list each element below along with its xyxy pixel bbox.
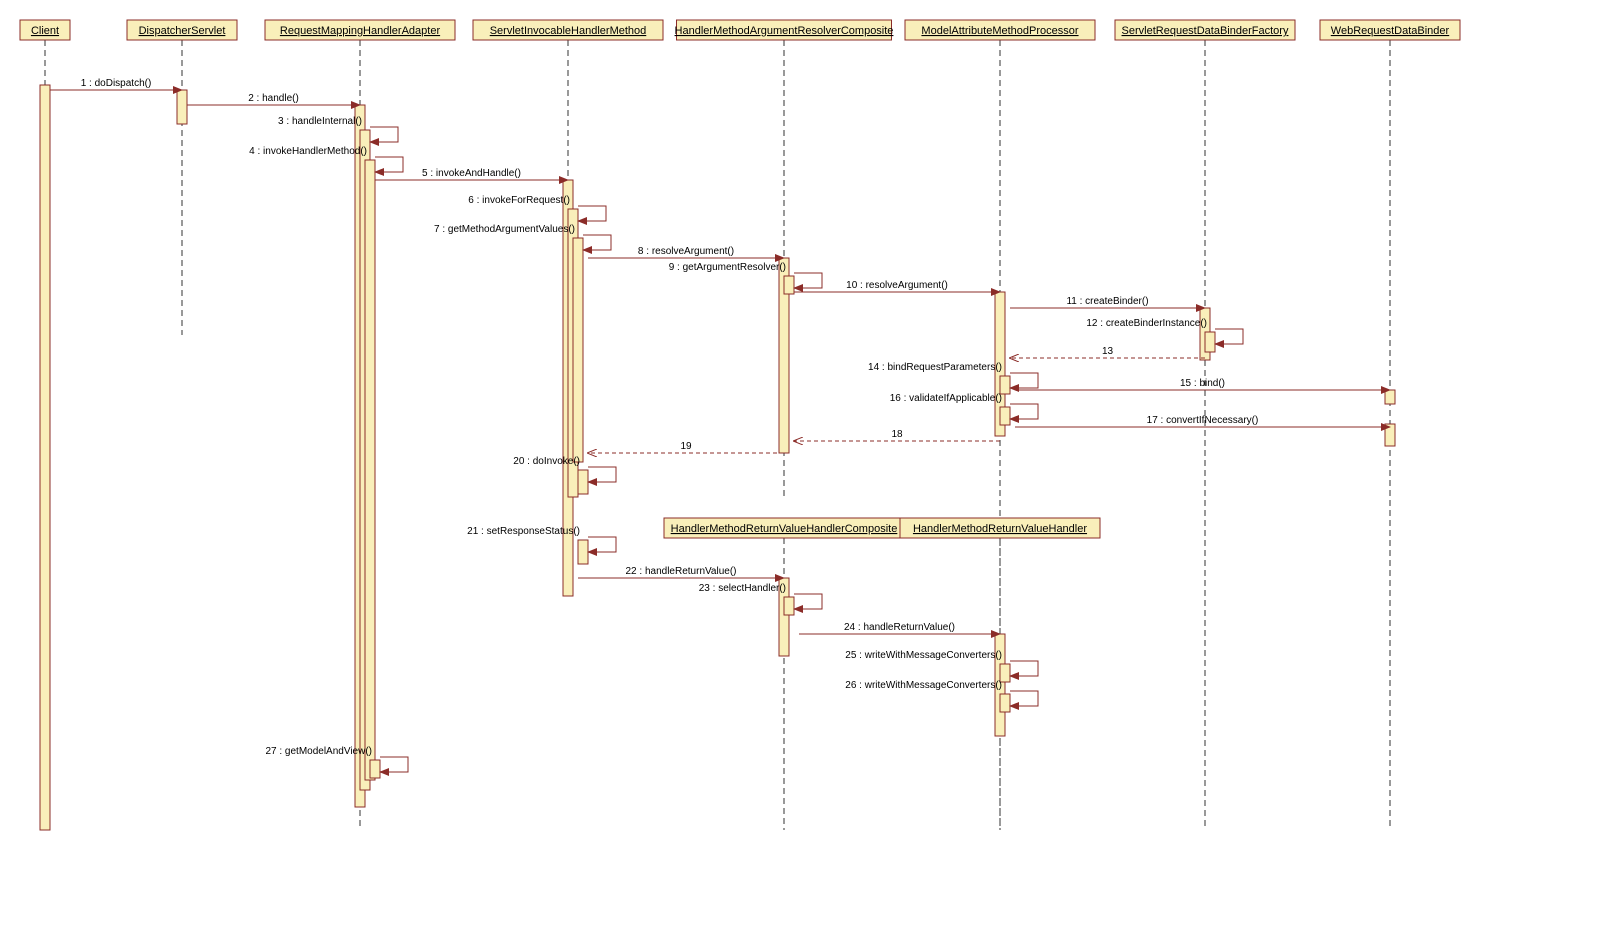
message-label: 9 : getArgumentResolver() [669, 262, 786, 273]
activation-bar [578, 470, 588, 494]
activation-bar [1205, 332, 1215, 352]
message-19: 19 [588, 441, 784, 453]
message-21: 21 : setResponseStatus() [467, 526, 616, 552]
activation-bar [573, 238, 583, 462]
message-label: 17 : convertIfNecessary() [1147, 415, 1259, 426]
message-label: 16 : validateIfApplicable() [890, 393, 1002, 404]
message-label: 23 : selectHandler() [699, 583, 786, 594]
message-9: 9 : getArgumentResolver() [669, 262, 822, 288]
message-11: 11 : createBinder() [1010, 296, 1205, 308]
message-label: 14 : bindRequestParameters() [868, 362, 1002, 373]
lifeline-label: ModelAttributeMethodProcessor [921, 25, 1078, 37]
message-label: 20 : doInvoke() [513, 456, 580, 467]
activation-bar [578, 540, 588, 564]
message-27: 27 : getModelAndView() [265, 746, 408, 772]
message-1: 1 : doDispatch() [50, 78, 182, 90]
message-16: 16 : validateIfApplicable() [890, 393, 1038, 419]
activation-bar [177, 90, 187, 124]
message-label: 13 [1102, 346, 1114, 357]
lifeline-label: ServletInvocableHandlerMethod [490, 25, 647, 37]
lifeline-rmha: RequestMappingHandlerAdapter [265, 20, 455, 40]
message-15: 15 : bind() [1015, 378, 1390, 390]
message-6: 6 : invokeForRequest() [468, 195, 606, 221]
message-10: 10 : resolveArgument() [794, 280, 1000, 292]
lifeline-srdbf: ServletRequestDataBinderFactory [1115, 20, 1295, 40]
message-label: 26 : writeWithMessageConverters() [845, 680, 1002, 691]
message-label: 7 : getMethodArgumentValues() [434, 224, 575, 235]
message-2: 2 : handle() [187, 93, 360, 105]
lifeline-hmrvhc: HandlerMethodReturnValueHandlerComposite [664, 518, 904, 538]
lifeline-client: Client [20, 20, 70, 40]
lifeline-label: HandlerMethodArgumentResolverComposite [675, 25, 894, 37]
activation-bar [365, 160, 375, 780]
message-label: 11 : createBinder() [1066, 296, 1148, 307]
activation-bar [1000, 694, 1010, 712]
message-label: 25 : writeWithMessageConverters() [845, 650, 1002, 661]
message-12: 12 : createBinderInstance() [1086, 318, 1243, 344]
message-3: 3 : handleInternal() [278, 116, 398, 142]
message-22: 22 : handleReturnValue() [578, 566, 784, 578]
message-label: 21 : setResponseStatus() [467, 526, 580, 537]
message-label: 15 : bind() [1180, 378, 1225, 389]
message-5: 5 : invokeAndHandle() [375, 168, 568, 180]
message-17: 17 : convertIfNecessary() [1015, 415, 1390, 427]
lifeline-mamp: ModelAttributeMethodProcessor [905, 20, 1095, 40]
activation-bar [1385, 390, 1395, 404]
lifeline-dispatch: DispatcherServlet [127, 20, 237, 40]
message-label: 12 : createBinderInstance() [1086, 318, 1207, 329]
lifeline-label: ServletRequestDataBinderFactory [1122, 25, 1289, 37]
message-label: 4 : invokeHandlerMethod() [249, 146, 367, 157]
message-label: 5 : invokeAndHandle() [422, 168, 521, 179]
message-label: 8 : resolveArgument() [638, 246, 734, 257]
message-label: 1 : doDispatch() [81, 78, 152, 89]
message-label: 19 [680, 441, 692, 452]
message-14: 14 : bindRequestParameters() [868, 362, 1038, 388]
message-label: 10 : resolveArgument() [846, 280, 948, 291]
message-23: 23 : selectHandler() [699, 583, 822, 609]
message-label: 3 : handleInternal() [278, 116, 362, 127]
message-18: 18 [794, 429, 1000, 441]
activation-bar [1000, 407, 1010, 425]
lifeline-label: HandlerMethodReturnValueHandler [913, 523, 1087, 535]
message-24: 24 : handleReturnValue() [799, 622, 1000, 634]
lifeline-label: RequestMappingHandlerAdapter [280, 25, 441, 37]
message-7: 7 : getMethodArgumentValues() [434, 224, 611, 250]
lifeline-hmarc: HandlerMethodArgumentResolverComposite [675, 20, 894, 40]
lifeline-label: Client [31, 25, 59, 37]
message-label: 22 : handleReturnValue() [626, 566, 737, 577]
lifeline-hmrvh: HandlerMethodReturnValueHandler [900, 518, 1100, 538]
message-label: 24 : handleReturnValue() [844, 622, 955, 633]
message-8: 8 : resolveArgument() [588, 246, 784, 258]
message-label: 27 : getModelAndView() [265, 746, 372, 757]
message-4: 4 : invokeHandlerMethod() [249, 146, 403, 172]
sequence-diagram: Client DispatcherServlet RequestMappingHan… [0, 0, 1624, 949]
lifeline-wrdb: WebRequestDataBinder [1320, 20, 1460, 40]
lifeline-label: HandlerMethodReturnValueHandlerComposite [671, 523, 898, 535]
lifeline-label: WebRequestDataBinder [1331, 25, 1450, 37]
lifeline-sihm: ServletInvocableHandlerMethod [473, 20, 663, 40]
activation-bar [40, 85, 50, 830]
message-label: 2 : handle() [248, 93, 299, 104]
message-13: 13 [1010, 346, 1205, 358]
message-label: 18 [891, 429, 903, 440]
lifeline-label: DispatcherServlet [139, 25, 226, 37]
activation-bar [1000, 376, 1010, 394]
activation-bar [784, 276, 794, 294]
activation-bar [370, 760, 380, 778]
message-label: 6 : invokeForRequest() [468, 195, 570, 206]
activation-bar [784, 597, 794, 615]
